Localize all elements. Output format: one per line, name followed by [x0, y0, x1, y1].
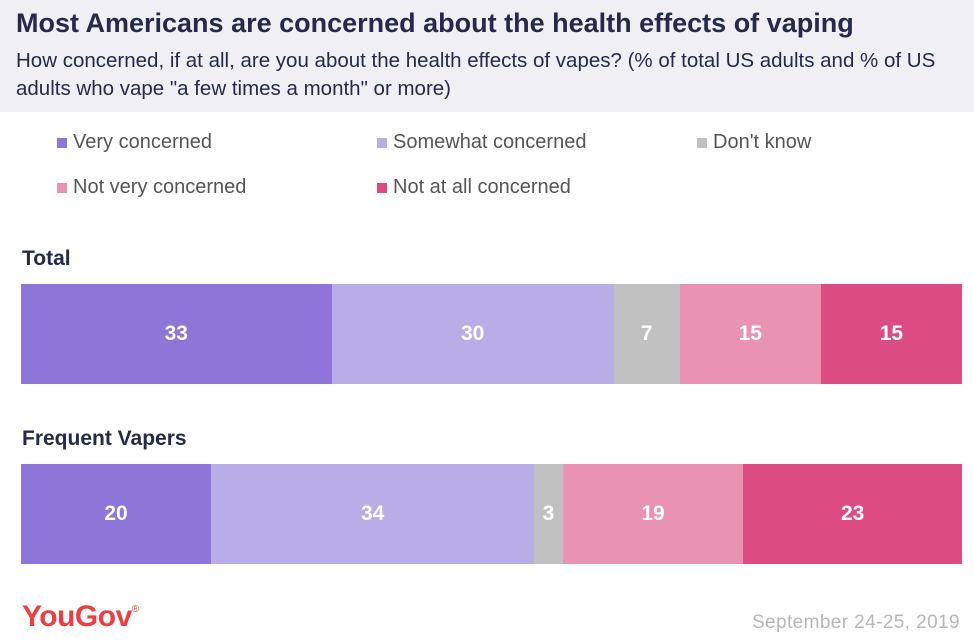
legend-item-very-concerned: Very concerned [57, 131, 212, 154]
legend-item-dont-know: Don't know [697, 131, 811, 154]
bar-segment-frequent-vapers-very-concerned: 20 [21, 464, 212, 564]
data-label-frequent-vapers-don-t-know: 3 [542, 502, 555, 525]
bar-row-total: 33 30 7 15 15 [21, 284, 962, 384]
data-label-frequent-vapers-very-concerned: 20 [104, 502, 128, 525]
bar-segment-total-somewhat-concerned: 30 [331, 284, 614, 384]
legend-label-not-very-concerned: Not very concerned [73, 176, 247, 198]
bar-segment-total-not-at-all-concerned: 15 [820, 284, 962, 384]
legend-item-somewhat-concerned: Somewhat concerned [377, 131, 586, 154]
yougov-logo-text: YouGov [22, 600, 132, 633]
yougov-logo: YouGov® [22, 600, 139, 634]
bar-segment-frequent-vapers-not-at-all-concerned: 23 [743, 464, 962, 564]
legend-swatch-somewhat-concerned [377, 137, 387, 148]
legend-label-not-at-all-concerned: Not at all concerned [393, 176, 571, 198]
bar-segment-frequent-vapers-don-t-know: 3 [534, 464, 563, 564]
legend-swatch-dont-know [697, 137, 707, 148]
legend-label-very-concerned: Very concerned [73, 131, 212, 153]
legend-swatch-not-at-all-concerned [377, 182, 387, 193]
bar-row-frequent-vapers: 20 34 3 19 23 [21, 464, 962, 564]
bar-segment-frequent-vapers-somewhat-concerned: 34 [211, 464, 535, 564]
legend-label-dont-know: Don't know [713, 131, 812, 153]
registered-mark: ® [131, 604, 139, 615]
legend-swatch-very-concerned [57, 137, 67, 148]
legend-item-not-at-all-concerned: Not at all concerned [377, 176, 571, 199]
data-label-frequent-vapers-not-very-concerned: 19 [641, 502, 665, 525]
legend-swatch-not-very-concerned [57, 182, 67, 193]
chart-header: Most Americans are concerned about the h… [0, 0, 974, 112]
data-label-total-somewhat-concerned: 30 [460, 322, 485, 345]
bar-segment-total-very-concerned: 33 [21, 284, 332, 384]
legend-label-somewhat-concerned: Somewhat concerned [393, 131, 587, 153]
data-label-total-not-very-concerned: 15 [738, 322, 762, 345]
data-label-total-very-concerned: 33 [164, 322, 188, 345]
bar-segment-total-not-very-concerned: 15 [679, 284, 821, 384]
data-label-total-don-t-know: 7 [640, 322, 653, 345]
data-label-frequent-vapers-somewhat-concerned: 34 [360, 502, 385, 525]
bar-segment-total-don-t-know: 7 [613, 284, 680, 384]
chart-subtitle: How concerned, if at all, are you about … [16, 49, 936, 100]
bar-segment-frequent-vapers-not-very-concerned: 19 [562, 464, 744, 564]
data-label-total-not-at-all-concerned: 15 [879, 322, 904, 345]
chart-title: Most Americans are concerned about the h… [16, 8, 854, 38]
row-label-frequent-vapers: Frequent Vapers [22, 427, 187, 450]
survey-date: September 24-25, 2019 [751, 612, 960, 633]
row-label-total: Total [22, 247, 71, 270]
data-label-frequent-vapers-not-at-all-concerned: 23 [840, 502, 865, 525]
legend-item-not-very-concerned: Not very concerned [57, 176, 246, 199]
chart-legend: Very concerned Somewhat concerned Don't … [0, 128, 974, 208]
